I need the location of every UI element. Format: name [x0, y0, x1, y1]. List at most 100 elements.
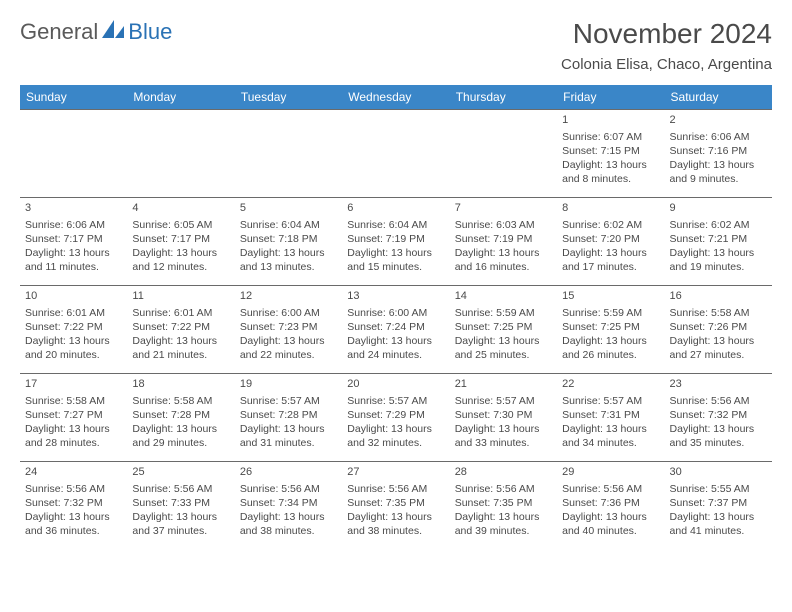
sunset-text: Sunset: 7:20 PM	[562, 232, 659, 246]
daylight-text: and 15 minutes.	[347, 260, 444, 274]
calendar-day-cell: 24Sunrise: 5:56 AMSunset: 7:32 PMDayligh…	[20, 462, 127, 550]
daylight-text: Daylight: 13 hours	[455, 334, 552, 348]
daylight-text: Daylight: 13 hours	[670, 422, 767, 436]
daylight-text: and 39 minutes.	[455, 524, 552, 538]
calendar-day-cell: 28Sunrise: 5:56 AMSunset: 7:35 PMDayligh…	[450, 462, 557, 550]
daylight-text: Daylight: 13 hours	[132, 422, 229, 436]
daylight-text: Daylight: 13 hours	[455, 510, 552, 524]
sunrise-text: Sunrise: 5:57 AM	[455, 394, 552, 408]
daylight-text: Daylight: 13 hours	[240, 510, 337, 524]
daylight-text: and 24 minutes.	[347, 348, 444, 362]
day-number: 12	[240, 289, 337, 304]
daylight-text: Daylight: 13 hours	[562, 246, 659, 260]
daylight-text: and 27 minutes.	[670, 348, 767, 362]
calendar-day-cell: 8Sunrise: 6:02 AMSunset: 7:20 PMDaylight…	[557, 198, 664, 286]
sunset-text: Sunset: 7:32 PM	[25, 496, 122, 510]
calendar-day-cell: 7Sunrise: 6:03 AMSunset: 7:19 PMDaylight…	[450, 198, 557, 286]
calendar-day-cell: 9Sunrise: 6:02 AMSunset: 7:21 PMDaylight…	[665, 198, 772, 286]
daylight-text: and 37 minutes.	[132, 524, 229, 538]
day-number: 27	[347, 465, 444, 480]
calendar-day-cell: 10Sunrise: 6:01 AMSunset: 7:22 PMDayligh…	[20, 286, 127, 374]
day-number: 11	[132, 289, 229, 304]
daylight-text: Daylight: 13 hours	[562, 422, 659, 436]
calendar-week-row: 10Sunrise: 6:01 AMSunset: 7:22 PMDayligh…	[20, 286, 772, 374]
day-number: 2	[670, 113, 767, 128]
sunrise-text: Sunrise: 6:04 AM	[240, 218, 337, 232]
daylight-text: and 35 minutes.	[670, 436, 767, 450]
calendar-day-cell: 22Sunrise: 5:57 AMSunset: 7:31 PMDayligh…	[557, 374, 664, 462]
calendar-day-cell: 21Sunrise: 5:57 AMSunset: 7:30 PMDayligh…	[450, 374, 557, 462]
sunrise-text: Sunrise: 6:07 AM	[562, 130, 659, 144]
calendar-day-cell: 13Sunrise: 6:00 AMSunset: 7:24 PMDayligh…	[342, 286, 449, 374]
sunrise-text: Sunrise: 5:56 AM	[562, 482, 659, 496]
sunrise-text: Sunrise: 5:56 AM	[240, 482, 337, 496]
sunset-text: Sunset: 7:35 PM	[455, 496, 552, 510]
header: General Blue November 2024 Colonia Elisa…	[20, 18, 772, 73]
daylight-text: and 20 minutes.	[25, 348, 122, 362]
sunset-text: Sunset: 7:19 PM	[347, 232, 444, 246]
daylight-text: and 9 minutes.	[670, 172, 767, 186]
logo: General Blue	[20, 18, 172, 45]
daylight-text: Daylight: 13 hours	[132, 334, 229, 348]
day-number: 29	[562, 465, 659, 480]
daylight-text: and 12 minutes.	[132, 260, 229, 274]
weekday-header: Friday	[557, 85, 664, 110]
weekday-header: Sunday	[20, 85, 127, 110]
calendar-day-cell: 2Sunrise: 6:06 AMSunset: 7:16 PMDaylight…	[665, 110, 772, 198]
daylight-text: Daylight: 13 hours	[347, 246, 444, 260]
calendar-day-cell: 12Sunrise: 6:00 AMSunset: 7:23 PMDayligh…	[235, 286, 342, 374]
day-number: 6	[347, 201, 444, 216]
daylight-text: and 25 minutes.	[455, 348, 552, 362]
sunset-text: Sunset: 7:25 PM	[455, 320, 552, 334]
calendar-day-cell: 19Sunrise: 5:57 AMSunset: 7:28 PMDayligh…	[235, 374, 342, 462]
sunrise-text: Sunrise: 6:03 AM	[455, 218, 552, 232]
sunset-text: Sunset: 7:16 PM	[670, 144, 767, 158]
calendar-table: Sunday Monday Tuesday Wednesday Thursday…	[20, 85, 772, 550]
sunrise-text: Sunrise: 5:57 AM	[562, 394, 659, 408]
sunrise-text: Sunrise: 5:56 AM	[25, 482, 122, 496]
sunrise-text: Sunrise: 6:02 AM	[670, 218, 767, 232]
weekday-header-row: Sunday Monday Tuesday Wednesday Thursday…	[20, 85, 772, 110]
sunset-text: Sunset: 7:22 PM	[25, 320, 122, 334]
calendar-day-cell: 20Sunrise: 5:57 AMSunset: 7:29 PMDayligh…	[342, 374, 449, 462]
day-number: 20	[347, 377, 444, 392]
sunset-text: Sunset: 7:17 PM	[132, 232, 229, 246]
day-number: 26	[240, 465, 337, 480]
month-title: November 2024	[561, 18, 772, 50]
day-number: 3	[25, 201, 122, 216]
day-number: 30	[670, 465, 767, 480]
daylight-text: Daylight: 13 hours	[347, 510, 444, 524]
day-number: 17	[25, 377, 122, 392]
calendar-day-cell: 29Sunrise: 5:56 AMSunset: 7:36 PMDayligh…	[557, 462, 664, 550]
sunset-text: Sunset: 7:18 PM	[240, 232, 337, 246]
sunset-text: Sunset: 7:26 PM	[670, 320, 767, 334]
sunset-text: Sunset: 7:36 PM	[562, 496, 659, 510]
sunrise-text: Sunrise: 6:05 AM	[132, 218, 229, 232]
sunset-text: Sunset: 7:19 PM	[455, 232, 552, 246]
sunset-text: Sunset: 7:30 PM	[455, 408, 552, 422]
daylight-text: Daylight: 13 hours	[347, 334, 444, 348]
sunrise-text: Sunrise: 5:58 AM	[25, 394, 122, 408]
daylight-text: and 16 minutes.	[455, 260, 552, 274]
daylight-text: Daylight: 13 hours	[562, 334, 659, 348]
weekday-header: Tuesday	[235, 85, 342, 110]
sunrise-text: Sunrise: 5:57 AM	[347, 394, 444, 408]
daylight-text: and 17 minutes.	[562, 260, 659, 274]
calendar-day-cell	[342, 110, 449, 198]
sunrise-text: Sunrise: 6:00 AM	[347, 306, 444, 320]
daylight-text: Daylight: 13 hours	[670, 510, 767, 524]
calendar-day-cell: 14Sunrise: 5:59 AMSunset: 7:25 PMDayligh…	[450, 286, 557, 374]
day-number: 1	[562, 113, 659, 128]
calendar-day-cell	[450, 110, 557, 198]
daylight-text: Daylight: 13 hours	[240, 422, 337, 436]
day-number: 22	[562, 377, 659, 392]
sunset-text: Sunset: 7:21 PM	[670, 232, 767, 246]
sunrise-text: Sunrise: 5:59 AM	[562, 306, 659, 320]
weekday-header: Saturday	[665, 85, 772, 110]
sunrise-text: Sunrise: 5:57 AM	[240, 394, 337, 408]
calendar-week-row: 3Sunrise: 6:06 AMSunset: 7:17 PMDaylight…	[20, 198, 772, 286]
day-number: 14	[455, 289, 552, 304]
sunrise-text: Sunrise: 5:55 AM	[670, 482, 767, 496]
sunrise-text: Sunrise: 5:56 AM	[132, 482, 229, 496]
sunset-text: Sunset: 7:24 PM	[347, 320, 444, 334]
